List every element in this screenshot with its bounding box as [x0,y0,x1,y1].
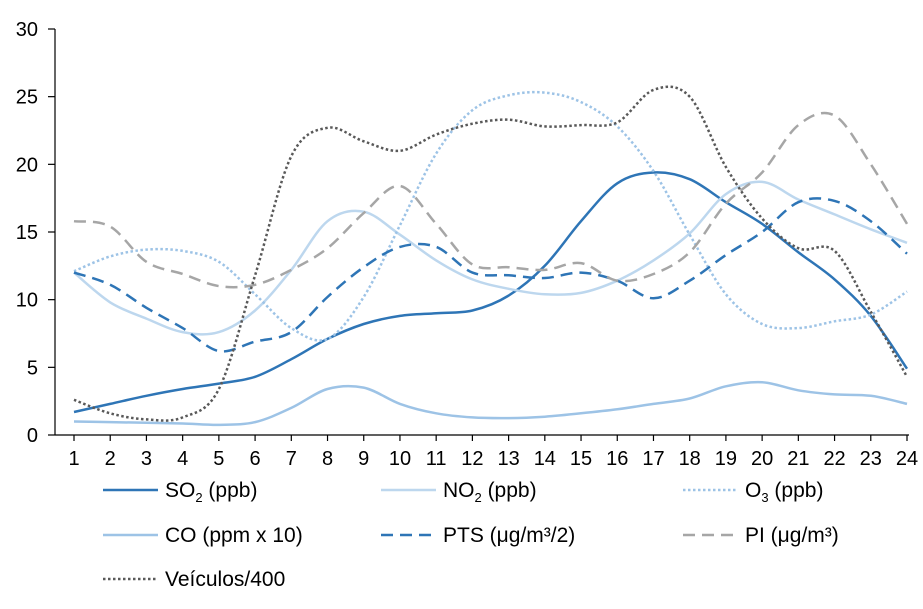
y-tick-label: 15 [16,222,38,244]
legend-item: O3 (ppb) [683,479,823,505]
x-tick-label: 17 [642,448,664,470]
legend-item: PI (μg/m³) [683,524,839,547]
legend-item: PTS (μg/m³/2) [381,524,575,547]
series-line-4 [73,380,908,427]
legend-label: CO (ppm x 10) [165,524,303,547]
legend-label: Veículos/400 [165,568,285,591]
legend-label: SO2 (ppb) [165,479,257,505]
y-tick-label: 20 [16,154,38,176]
y-tick-label: 25 [16,87,38,109]
x-tick-label: 8 [322,448,333,470]
x-tick-label: 23 [860,448,882,470]
x-tick-label: 16 [606,448,628,470]
y-tick-label: 30 [16,19,38,41]
x-tick-label: 18 [679,448,701,470]
series-line-5 [73,197,908,353]
series-line-6 [73,111,909,289]
x-tick-label: 10 [389,448,411,470]
x-tick-label: 20 [751,448,773,470]
x-tick-label: 13 [497,448,519,470]
x-tick-label: 24 [896,448,918,470]
x-tick-label: 2 [105,448,116,470]
legend-item: SO2 (ppb) [103,479,257,505]
x-tick-label: 21 [787,448,809,470]
legend-item: NO2 (ppb) [381,479,537,505]
series-line-3 [73,90,908,342]
y-tick-label: 0 [27,425,38,447]
x-tick-label: 5 [213,448,224,470]
x-tick-label: 15 [570,448,592,470]
x-tick-label: 19 [715,448,737,470]
series-layer [73,85,909,427]
x-tick-label: 22 [823,448,845,470]
legend-label: NO2 (ppb) [443,479,537,505]
series-line-2 [73,180,908,336]
series-line-1 [73,171,909,414]
legend-item: Veículos/400 [103,568,285,591]
x-tick-label: 11 [426,448,447,470]
x-tick-label: 14 [534,448,556,470]
legend-label: PI (μg/m³) [745,524,839,547]
x-tick-label: 12 [461,448,483,470]
x-tick-label: 7 [286,448,297,470]
series-line-7 [73,85,909,422]
x-tick-label: 3 [141,448,152,470]
y-tick-label: 5 [27,357,38,379]
y-tick-label: 10 [16,290,38,312]
legend-label: PTS (μg/m³/2) [443,524,575,547]
x-tick-label: 4 [177,448,188,470]
legend-item: CO (ppm x 10) [103,524,303,547]
x-tick-label: 6 [250,448,261,470]
legend: SO2 (ppb) NO2 (ppb) O3 (ppb) CO (ppm x 10) P… [103,479,839,591]
legend-label: O3 (ppb) [745,479,823,505]
x-tick-label: 9 [358,448,369,470]
x-tick-label: 1 [68,448,79,470]
